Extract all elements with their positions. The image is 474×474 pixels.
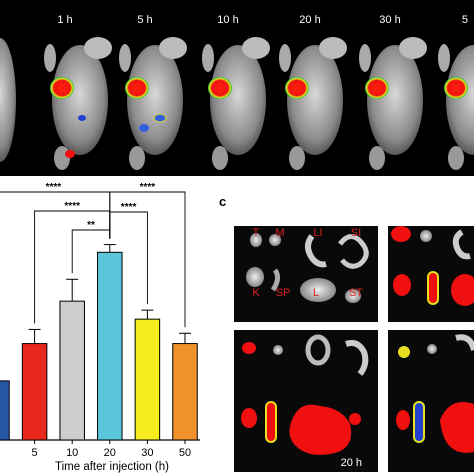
organ-panel-top-right [388,226,474,322]
significance-label: **** [121,202,137,213]
mouse-image [44,37,112,170]
organ-label: SI [351,227,361,239]
organ-large-intestine [305,234,327,268]
significance-label: **** [46,182,62,193]
significance-label: ** [87,220,95,231]
mouse-image [359,37,427,170]
organ-stomach [345,289,361,303]
mouse-image [0,38,16,162]
organ-label: T [253,227,260,239]
panel-c-time-label: 20 h [341,457,362,469]
organ-panel-bottom-right [388,330,474,472]
bar-50h [172,343,198,441]
organ-label: L [313,287,319,299]
x-tick-label: 10 [66,447,78,459]
mouse-image [279,37,347,170]
tumor-signal [365,77,389,99]
panel-c-label: c [219,194,226,209]
organ-tumor [250,233,262,247]
panel-a-imaging-strip: 1 h 5 h 10 h 20 h 30 h 5 [0,0,474,176]
timepoint-label: 1 h [57,14,72,26]
organ-label: SP [276,287,291,299]
tumor-signal [125,77,149,99]
timepoint-label: 30 h [379,14,400,26]
organ-spleen [270,268,281,292]
organ-small-intestine [338,234,369,269]
panel-b-bar-chart: ****************** 5 10 20 30 50 Time after … [0,182,200,473]
timepoint-label: 5 [462,14,468,26]
bar-0h [0,380,10,441]
organ-liver [300,278,336,302]
significance-bracket: **** [109,182,186,328]
bar-5h [21,343,48,441]
bar-10h [59,300,85,441]
organ-kidney [246,267,264,287]
mouse-image [202,37,270,170]
timepoint-label: 20 h [299,14,320,26]
significance-label: **** [140,182,156,193]
tumor-signal [444,77,468,99]
organ-panel-bottom-left: 20 h [234,330,378,472]
organ-label: K [252,287,260,299]
panel-c-organ-images: T M LI SI K SP L ST 20 h [234,226,474,472]
tumor-signal [50,77,74,99]
tumor-signal [208,77,232,99]
x-tick-label: 20 [104,447,116,459]
timepoint-label: 10 h [217,14,238,26]
organ-label: LI [313,227,322,239]
timepoint-label: 5 h [137,14,152,26]
organ-muscle [269,234,281,246]
x-axis-label: Time after injection (h) [55,461,169,473]
bar-20h [97,251,123,441]
mouse-image [438,44,474,170]
organ-label: ST [349,287,363,299]
bar-30h [134,318,161,441]
x-tick-label: 50 [179,447,191,459]
organ-panel-top-left: T M LI SI K SP L ST [234,226,378,322]
significance-label: **** [64,201,80,212]
organ-label: M [275,227,284,239]
tumor-signal [285,77,309,99]
x-tick-label: 5 [32,447,38,459]
x-tick-label: 30 [141,447,153,459]
